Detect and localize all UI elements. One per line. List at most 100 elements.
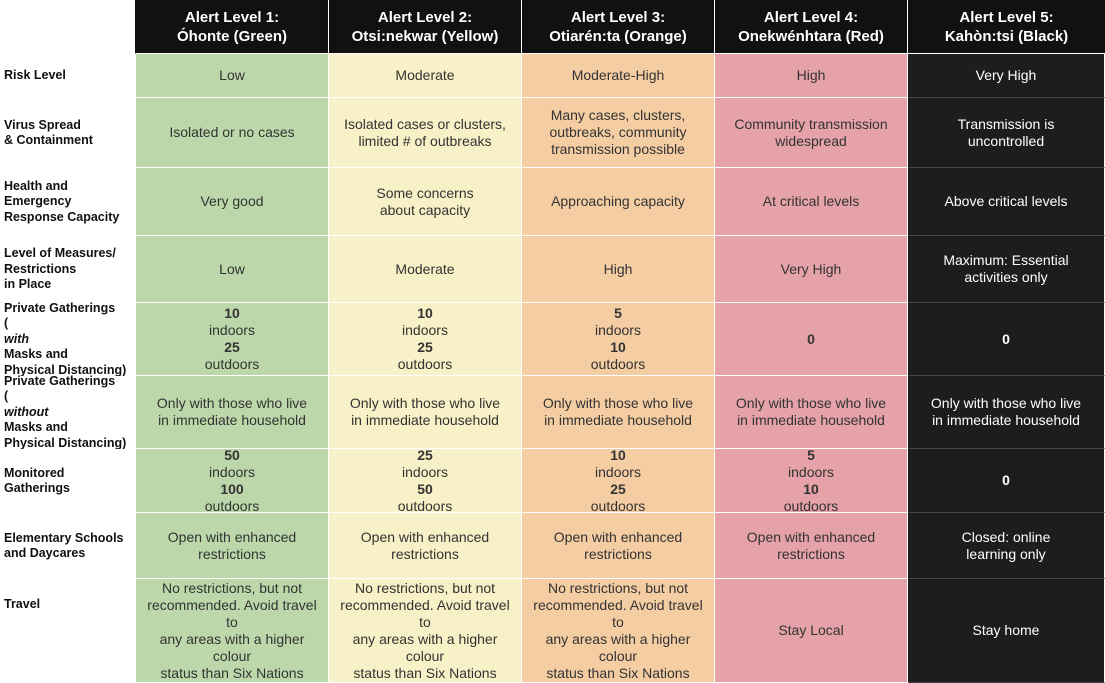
cell-travel-level-1: No restrictions, but not recommended. Avo… bbox=[136, 579, 329, 683]
header-level-3-title: Alert Level 3: bbox=[570, 8, 666, 26]
cell-private-with-level-3: 5 indoors 10 outdoors bbox=[522, 303, 715, 376]
gathering-count: 0 bbox=[1002, 330, 1010, 347]
outdoors-count: 50 bbox=[417, 480, 433, 497]
row-label-travel: Travel bbox=[0, 579, 136, 683]
cell-line: Only with those who live bbox=[542, 395, 694, 411]
cell-line: outbreaks, community bbox=[549, 124, 687, 140]
cell-line: High bbox=[603, 260, 633, 277]
indoors-count: 10 bbox=[417, 305, 433, 321]
cell-health-level-1: Very good bbox=[136, 168, 329, 236]
indoors-word: indoors bbox=[788, 463, 834, 480]
indoors-count: 50 bbox=[224, 446, 240, 463]
row-label-text: Risk Level bbox=[4, 68, 66, 83]
cell-measures-level-5: Maximum: Essential activities only bbox=[908, 236, 1105, 303]
header-level-2-name: Otsi:nekwar (Yellow) bbox=[351, 27, 499, 45]
row-label-fragment: ( bbox=[4, 316, 9, 331]
row-label-emphasis: without bbox=[4, 404, 49, 419]
header-level-1-title: Alert Level 1: bbox=[184, 8, 280, 26]
header-level-4-title: Alert Level 4: bbox=[763, 8, 859, 26]
outdoors-count: 10 bbox=[610, 339, 626, 355]
row-label-line: Health and bbox=[4, 178, 68, 193]
indoors-count: 5 bbox=[807, 446, 815, 463]
cell-spread-level-2: Isolated cases or clusters, limited # of … bbox=[329, 98, 522, 168]
outdoors-word: outdoors bbox=[397, 356, 453, 372]
cell-measures-level-2: Moderate bbox=[329, 236, 522, 303]
cell-line: learning only bbox=[966, 545, 1046, 562]
cell-monitored-level-3: 10 indoors 25 outdoors bbox=[522, 447, 715, 514]
cell-schools-level-2: Open with enhanced restrictions bbox=[329, 513, 522, 579]
cell-risk-level-2: Moderate bbox=[329, 54, 522, 98]
row-label-line: Physical Distancing) bbox=[4, 435, 127, 450]
row-label-health-capacity: Health and Emergency Response Capacity bbox=[0, 168, 136, 237]
cell-line: 10 indoors bbox=[402, 305, 448, 339]
cell-line: Moderate bbox=[395, 260, 455, 277]
row-label-line: in Place bbox=[4, 277, 52, 292]
outdoors-word: outdoors bbox=[783, 497, 839, 514]
row-label-virus-spread: Virus Spread & Containment bbox=[0, 98, 136, 169]
row-label-line: Restrictions bbox=[4, 261, 77, 276]
cell-text: High bbox=[796, 67, 826, 83]
cell-travel-level-4: Stay Local bbox=[715, 579, 908, 683]
row-label-line: Emergency bbox=[4, 194, 72, 209]
row-label-line: Physical Distancing) bbox=[4, 362, 127, 377]
cell-line: Some concerns bbox=[376, 184, 474, 201]
indoors-word: indoors bbox=[209, 463, 255, 480]
cell-line: uncontrolled bbox=[967, 132, 1045, 149]
cell-line: 25 outdoors bbox=[205, 339, 259, 373]
cell-line: Many cases, clusters, bbox=[550, 107, 686, 123]
row-label-private-with-masks: Private Gatherings(with Masks and Physica… bbox=[0, 301, 136, 377]
cell-line: Closed: online bbox=[961, 528, 1051, 545]
cell-monitored-level-1: 50 indoors 100 outdoors bbox=[136, 447, 329, 514]
cell-private-with-level-2: 10 indoors 25 outdoors bbox=[329, 303, 522, 376]
cell-text: Very High bbox=[975, 67, 1037, 83]
cell-line: any areas with a higher colour bbox=[352, 630, 498, 664]
cell-line: Low bbox=[219, 260, 245, 277]
row-label-measures: Level of Measures/Restrictions in Place bbox=[0, 236, 136, 303]
gathering-count: 0 bbox=[1002, 472, 1010, 488]
cell-travel-level-5: Stay home bbox=[908, 579, 1105, 683]
cell-line: Open with enhanced bbox=[167, 528, 297, 545]
cell-line: in immediate household bbox=[158, 412, 306, 428]
cell-line: Open with enhanced bbox=[746, 528, 876, 545]
row-label-line: Gatherings bbox=[4, 481, 70, 495]
cell-text: Moderate bbox=[395, 67, 455, 83]
header-level-2-title: Alert Level 2: bbox=[377, 8, 473, 26]
row-label-line: Virus Spread bbox=[4, 117, 81, 132]
cell-line: restrictions bbox=[777, 545, 845, 562]
cell-risk-level-4: High bbox=[715, 54, 908, 98]
header-level-2: Alert Level 2: Otsi:nekwar (Yellow) bbox=[329, 0, 522, 54]
cell-schools-level-1: Open with enhanced restrictions bbox=[136, 513, 329, 579]
cell-line: in immediate household bbox=[544, 412, 692, 428]
cell-line: 50 indoors bbox=[209, 447, 255, 481]
cell-private-with-level-1: 10 indoors 25 outdoors bbox=[136, 303, 329, 376]
header-level-5-name: Kahòn:tsi (Black) bbox=[944, 27, 1069, 45]
cell-line: transmission possible bbox=[551, 141, 685, 157]
cell-text: Moderate-High bbox=[571, 67, 665, 83]
cell-line: No restrictions, but not bbox=[161, 579, 303, 596]
header-level-5: Alert Level 5: Kahòn:tsi (Black) bbox=[908, 0, 1105, 54]
cell-line: At critical levels bbox=[762, 193, 860, 209]
indoors-word: indoors bbox=[595, 463, 641, 480]
cell-risk-level-3: Moderate-High bbox=[522, 54, 715, 98]
row-label-line: Elementary Schools bbox=[4, 530, 124, 545]
outdoors-count: 100 bbox=[220, 480, 244, 497]
cell-monitored-level-5: 0 bbox=[908, 449, 1105, 513]
cell-line: restrictions bbox=[198, 545, 266, 562]
cell-line: No restrictions, but not bbox=[547, 579, 689, 596]
cell-line: Open with enhanced bbox=[553, 528, 683, 545]
cell-line: 10 indoors bbox=[209, 305, 255, 339]
cell-line: Stay home bbox=[972, 622, 1040, 638]
row-label-fragment: Masks and bbox=[4, 347, 68, 362]
row-label-text: Travel bbox=[4, 597, 41, 611]
cell-line: restrictions bbox=[391, 545, 459, 562]
cell-measures-level-3: High bbox=[522, 236, 715, 303]
row-label-line: (with Masks and bbox=[4, 316, 68, 363]
header-level-4-name: Onekwénhtara (Red) bbox=[738, 27, 884, 45]
row-label-private-without-masks: Private Gatherings(without Masks and Phys… bbox=[0, 374, 136, 450]
row-label-line: Monitored bbox=[4, 465, 65, 480]
header-corner bbox=[0, 0, 136, 54]
cell-line: 50 outdoors bbox=[398, 481, 452, 515]
row-label-fragment: Masks and bbox=[4, 420, 68, 435]
outdoors-word: outdoors bbox=[590, 497, 646, 514]
cell-schools-level-5: Closed: online learning only bbox=[908, 513, 1105, 579]
